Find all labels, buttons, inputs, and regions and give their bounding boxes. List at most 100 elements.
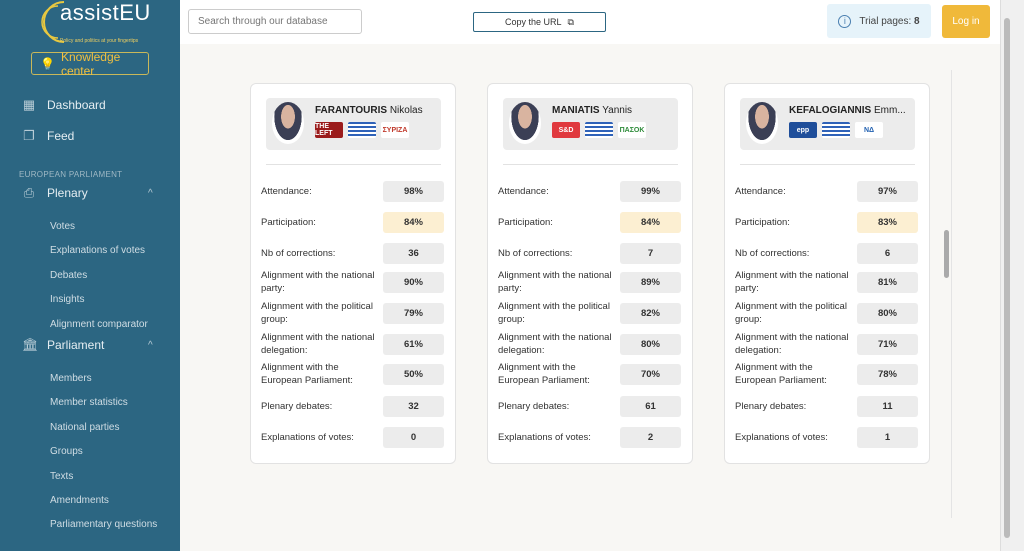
group-logo: THE LEFT — [315, 122, 343, 138]
stat-label: Alignment with the national party: — [498, 270, 612, 294]
stat-label: Attendance: — [261, 185, 312, 197]
inner-scrollbar[interactable] — [944, 230, 949, 278]
feed-label: Feed — [47, 129, 75, 143]
sidebar-subitem[interactable]: Explanations of votes — [50, 245, 146, 257]
sidebar-subitem[interactable]: Votes — [50, 221, 76, 232]
stat-value: 82% — [620, 302, 681, 324]
stat-label: Alignment with the European Parliament: — [735, 362, 827, 386]
member-header[interactable]: KEFALOGIANNIS Emm... epp ΝΔ — [740, 98, 915, 150]
stat-value: 11 — [857, 395, 918, 417]
sidebar-subitem[interactable]: Member statistics — [50, 397, 128, 409]
stat-value: 90% — [383, 271, 444, 293]
sidebar-subitem[interactable]: Members — [50, 373, 92, 384]
stat-label: Alignment with the national delegation: — [498, 332, 612, 356]
stat-label: Plenary debates: — [261, 400, 333, 412]
building-icon: 🏛 — [22, 337, 39, 352]
stat-row: Alignment with the national party: 89% — [498, 270, 683, 294]
member-header[interactable]: FARANTOURIS Nikolas THE LEFT ΣΥΡΙΖΑ — [266, 98, 441, 150]
sidebar-subitem[interactable]: Amendments — [50, 495, 109, 506]
login-button[interactable]: Log in — [942, 5, 990, 38]
stat-label: Participation: — [735, 216, 790, 228]
copy-url-button[interactable]: Copy the URL ⧉ — [473, 12, 606, 32]
stat-row: Alignment with the European Parliament: 7… — [498, 362, 683, 386]
stat-label: Alignment with the European Parliament: — [498, 362, 590, 386]
logo[interactable]: assistEU Policy and politics at your fin… — [36, 0, 150, 44]
stat-row: Alignment with the national delegation: 7… — [735, 332, 920, 356]
sidebar-subitem[interactable]: Groups — [50, 446, 83, 458]
stat-label: Nb of corrections: — [261, 247, 336, 259]
info-icon: i — [838, 14, 852, 28]
group-logo: epp — [789, 122, 817, 138]
stat-row: Alignment with the political group: 80% — [735, 301, 920, 325]
stat-label: Alignment with the European Parliament: — [261, 362, 353, 386]
sidebar-subitem[interactable]: Debates — [50, 269, 88, 281]
divider — [266, 164, 441, 165]
stat-label: Explanations of votes: — [261, 431, 354, 443]
trial-pages-badge: i Trial pages: 8 — [827, 4, 931, 38]
member-header[interactable]: MANIATIS Yannis S&D ΠΑΣΟΚ — [503, 98, 678, 150]
stat-label: Alignment with the political group: — [261, 301, 373, 325]
scrollbar-thumb[interactable] — [1004, 18, 1010, 538]
stat-label: Alignment with the national party: — [261, 270, 375, 294]
stat-value: 99% — [620, 180, 681, 202]
chevron-up-icon: ^ — [148, 187, 153, 199]
member-name: FARANTOURIS Nikolas — [315, 105, 423, 116]
sidebar-subitem[interactable]: Texts — [50, 470, 74, 482]
plenary-label: Plenary — [47, 186, 88, 200]
greece-flag-icon — [348, 122, 376, 138]
dashboard-icon: ▦ — [22, 97, 36, 112]
stat-value: 80% — [620, 333, 681, 355]
stat-row: Plenary debates: 61 — [498, 394, 683, 418]
stat-row: Nb of corrections: 36 — [261, 241, 446, 265]
stat-row: Alignment with the national party: 81% — [735, 270, 920, 294]
copy-url-label: Copy the URL — [505, 17, 562, 27]
stat-label: Explanations of votes: — [498, 431, 591, 443]
stat-row: Alignment with the national delegation: 6… — [261, 332, 446, 356]
stat-row: Participation: 84% — [498, 210, 683, 234]
party-logo: ΣΥΡΙΖΑ — [381, 122, 409, 138]
section-label: EUROPEAN PARLIAMENT — [19, 170, 123, 179]
stat-value: 7 — [620, 242, 681, 264]
search-input[interactable] — [188, 9, 362, 34]
ballot-icon: ⎙ — [23, 185, 35, 200]
member-card: MANIATIS Yannis S&D ΠΑΣΟΚ Attendance: 99%… — [487, 83, 693, 464]
stat-row: Alignment with the political group: 79% — [261, 301, 446, 325]
lightbulb-icon: 💡 — [40, 56, 55, 71]
stat-row: Participation: 83% — [735, 210, 920, 234]
stat-row: Attendance: 97% — [735, 179, 920, 203]
trial-label: Trial pages: — [859, 15, 912, 27]
divider — [740, 164, 915, 165]
stat-value: 84% — [620, 211, 681, 233]
stat-label: Alignment with the national delegation: — [735, 332, 849, 356]
stat-label: Attendance: — [735, 185, 786, 197]
greece-flag-icon — [822, 122, 850, 138]
sidebar-subitem[interactable]: Parliamentary questions — [50, 519, 158, 531]
sidebar-subitem[interactable]: Alignment comparator — [50, 318, 148, 330]
stat-value: 79% — [383, 302, 444, 324]
stat-value: 61 — [620, 395, 681, 417]
copy-icon: ⧉ — [567, 16, 574, 27]
stat-label: Nb of corrections: — [498, 247, 573, 259]
sidebar-subitem[interactable]: National parties — [50, 421, 120, 433]
member-card: KEFALOGIANNIS Emm... epp ΝΔ Attendance: 9… — [724, 83, 930, 464]
stat-row: Plenary debates: 32 — [261, 394, 446, 418]
logo-name: assistEU — [60, 0, 151, 25]
sidebar-subitem[interactable]: Insights — [50, 294, 85, 306]
stat-row: Attendance: 98% — [261, 179, 446, 203]
feed-icon: ❐ — [23, 128, 35, 143]
stat-label: Plenary debates: — [735, 400, 807, 412]
member-name: MANIATIS Yannis — [552, 105, 633, 116]
member-card: FARANTOURIS Nikolas THE LEFT ΣΥΡΙΖΑ Atte… — [250, 83, 456, 464]
stat-row: Explanations of votes: 0 — [261, 425, 446, 449]
logo-circuit-icon — [41, 1, 65, 43]
stat-label: Participation: — [261, 216, 316, 228]
trial-count: 8 — [914, 15, 920, 27]
stat-value: 83% — [857, 211, 918, 233]
page-scrollbar[interactable] — [1000, 0, 1024, 551]
knowledge-center-button[interactable]: 💡 Knowledge center — [31, 50, 149, 78]
stat-label: Alignment with the national delegation: — [261, 332, 375, 356]
stat-value: 61% — [383, 333, 444, 355]
sidebar: assistEU Policy and politics at your fin… — [0, 0, 180, 551]
stat-value: 80% — [857, 302, 918, 324]
stat-value: 50% — [383, 363, 444, 385]
